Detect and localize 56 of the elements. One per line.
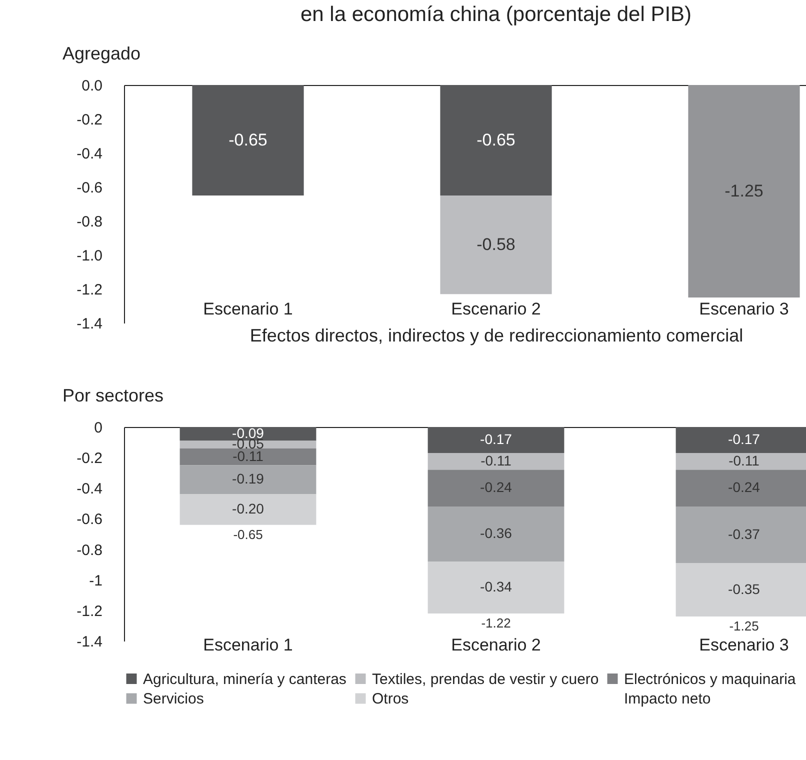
x-tick-label: Escenario 1 [203, 636, 293, 654]
data-label: -1.25 [724, 181, 764, 200]
legend-label: Agricultura, minería y canteras [143, 670, 346, 688]
y-tick-label: -1.0 [76, 248, 102, 264]
y-tick-label: -1.4 [76, 316, 102, 332]
data-label: -0.24 [480, 479, 512, 496]
y-axis-title: Por sectores [62, 386, 164, 406]
data-label: -0.17 [728, 430, 760, 447]
data-label: -0.36 [480, 525, 512, 541]
y-tick-label: -0.6 [76, 511, 102, 528]
data-label: -0.09 [232, 424, 264, 441]
data-label: -0.11 [232, 448, 264, 464]
text: Impacto neto [624, 690, 711, 708]
y-tick-label: -0.6 [76, 180, 102, 196]
total-label: -1.25 [729, 618, 759, 634]
y-tick-label: -0.2 [76, 112, 102, 128]
data-label: -0.11 [728, 452, 760, 468]
total-label: -0.65 [233, 526, 263, 542]
total-label: -1.22 [481, 615, 511, 630]
y-tick-label: -0.8 [76, 214, 102, 230]
y-tick-label: -1.2 [76, 282, 102, 298]
data-label: -0.65 [228, 130, 268, 150]
legend-label: Electrónicos y maquinaria [624, 670, 796, 688]
data-label: -0.35 [728, 580, 760, 597]
data-label: -0.11 [480, 452, 512, 468]
y-tick-label: -0.4 [76, 480, 102, 498]
legend-label: Textiles, prendas de vestir y cuero [372, 670, 599, 688]
x-tick-label: Escenario 1 [203, 300, 293, 318]
bar [180, 494, 316, 525]
data-label: -0.58 [476, 234, 516, 254]
x-axis-title: Efectos directos, indirectos y de redireccionamiento comercial [250, 326, 744, 346]
data-label: -0.20 [232, 500, 264, 517]
bar [180, 448, 316, 466]
legend-label: Otros [372, 690, 409, 708]
y-tick-label: -1.2 [76, 602, 102, 620]
y-tick-label: 0.0 [82, 78, 102, 94]
legend-label: Servicios [143, 690, 204, 708]
y-tick-label: -0.2 [76, 450, 102, 468]
data-label: -0.65 [476, 130, 516, 150]
data-label: -0.19 [232, 470, 264, 487]
data-label: -0.34 [480, 578, 512, 594]
y-tick-label: -0.8 [76, 542, 102, 559]
chart-title: en la economía china (porcentaje del PIB) [300, 3, 692, 26]
data-label: -0.17 [480, 430, 512, 447]
x-tick-label: Escenario 2 [451, 300, 541, 318]
x-tick-label: Escenario 2 [451, 636, 541, 654]
x-tick-label: Escenario 3 [699, 636, 789, 654]
y-tick-label: -1.4 [76, 634, 102, 650]
bar [180, 465, 316, 494]
y-tick-label: -0.4 [76, 146, 102, 162]
data-label: -0.24 [728, 479, 760, 496]
y-tick-label: 0 [94, 420, 102, 436]
y-tick-label: -1 [89, 572, 102, 590]
data-label: -0.37 [728, 526, 760, 542]
y-axis-title: Agregado [62, 44, 141, 64]
x-tick-label: Escenario 3 [699, 300, 789, 318]
